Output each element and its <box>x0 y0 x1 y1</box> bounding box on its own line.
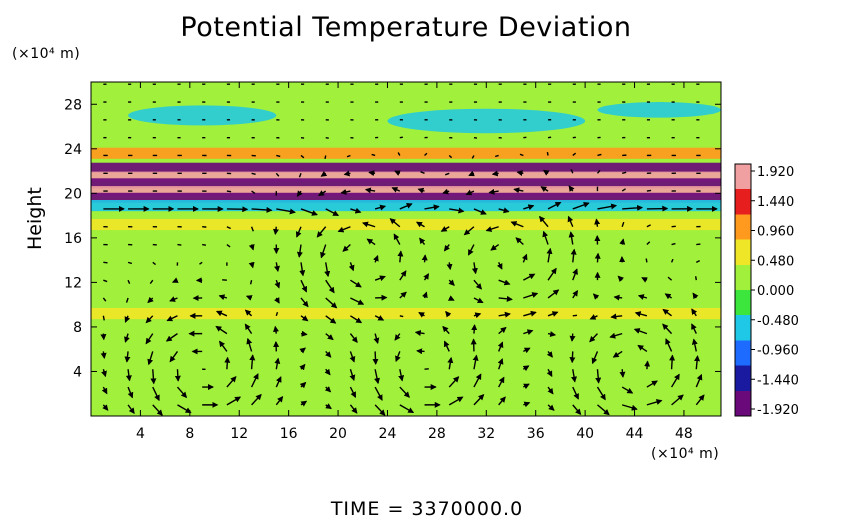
x-tick-label: 32 <box>477 426 495 442</box>
x-tick-label: 40 <box>576 426 594 442</box>
x-tick-label: 4 <box>136 426 145 442</box>
wind-arrow <box>375 351 376 364</box>
x-tick-label: 44 <box>626 426 644 442</box>
colorbar-scale <box>735 164 751 416</box>
wind-arrow <box>276 155 280 156</box>
y-tick-label: 16 <box>64 231 82 247</box>
x-tick-label: 8 <box>185 426 194 442</box>
heatmap-band <box>91 219 721 230</box>
wind-arrow <box>326 138 329 139</box>
wind-arrow <box>202 245 206 246</box>
wind-arrow <box>425 255 426 262</box>
wind-arrow <box>622 369 623 377</box>
wind-arrow <box>548 137 551 138</box>
wind-arrow <box>325 155 326 158</box>
y-tick-label: 8 <box>73 320 82 336</box>
x-tick-label: 28 <box>428 426 446 442</box>
colorbar-tick-label: 1.440 <box>757 195 794 210</box>
colorbar: 1.920 1.440 0.960 0.480 0.000 -0.480 -0.960 -1.… <box>735 164 799 418</box>
wind-arrow <box>572 351 573 362</box>
wind-arrow <box>301 334 307 335</box>
colorbar-tick-label: -1.440 <box>757 373 799 388</box>
x-tick-label: 12 <box>230 426 248 442</box>
wind-arrow <box>493 173 499 174</box>
heatmap-patch <box>597 102 721 118</box>
wind-arrow <box>103 316 104 321</box>
wind-arrow <box>572 334 573 341</box>
x-tick-label: 20 <box>329 426 347 442</box>
wind-arrow <box>547 152 548 155</box>
x-tick-label: 16 <box>280 426 298 442</box>
wind-arrow <box>251 280 252 284</box>
wind-arrow <box>177 369 178 381</box>
x-tick-label: 24 <box>379 426 397 442</box>
y-tick-label: 12 <box>64 275 82 291</box>
wind-arrow <box>103 351 104 358</box>
wind-arrow <box>495 155 498 156</box>
colorbar-tick-label: -0.960 <box>757 344 799 359</box>
wind-arrow <box>597 254 598 263</box>
colorbar-tick-label: 0.480 <box>757 254 794 269</box>
heatmap-patch <box>387 109 585 133</box>
heatmap-band <box>91 148 721 159</box>
wind-arrow <box>647 190 651 191</box>
colorbar-tick-label: -0.480 <box>757 314 799 329</box>
y-tick-label: 20 <box>64 186 82 202</box>
y-tick-label: 4 <box>73 364 82 380</box>
colorbar-tick-label: 0.960 <box>757 225 794 240</box>
y-tick-label: 24 <box>64 142 82 158</box>
wind-arrow <box>646 259 647 263</box>
wind-arrow <box>647 361 648 369</box>
heatmap-patch <box>128 105 276 125</box>
wind-arrow <box>227 191 231 192</box>
wind-arrow <box>672 355 673 369</box>
y-tick-label: 28 <box>64 97 82 113</box>
colorbar-tick-label: -1.920 <box>757 403 799 418</box>
wind-arrow <box>449 262 450 269</box>
x-tick-label: 36 <box>527 426 545 442</box>
wind-arrow <box>474 325 475 334</box>
wind-arrow <box>622 172 626 173</box>
wind-arrow <box>417 351 424 352</box>
plot-area <box>91 82 721 416</box>
wind-arrow <box>597 154 601 155</box>
x-tick-label: 48 <box>675 426 693 442</box>
wind-arrow <box>252 173 256 174</box>
wind-arrow <box>400 316 403 317</box>
wind-arrow <box>696 276 697 280</box>
heatmap-band <box>91 308 721 319</box>
heatmap-band <box>91 163 721 173</box>
heatmap-field <box>91 82 721 416</box>
wind-arrow <box>275 227 276 234</box>
colorbar-tick-label: 0.000 <box>757 284 794 299</box>
wind-arrow <box>672 244 676 245</box>
colorbar-tick-label: 1.920 <box>757 165 794 180</box>
wind-arrow <box>369 172 375 173</box>
wind-arrow <box>372 154 375 155</box>
wind-arrow <box>227 358 228 370</box>
